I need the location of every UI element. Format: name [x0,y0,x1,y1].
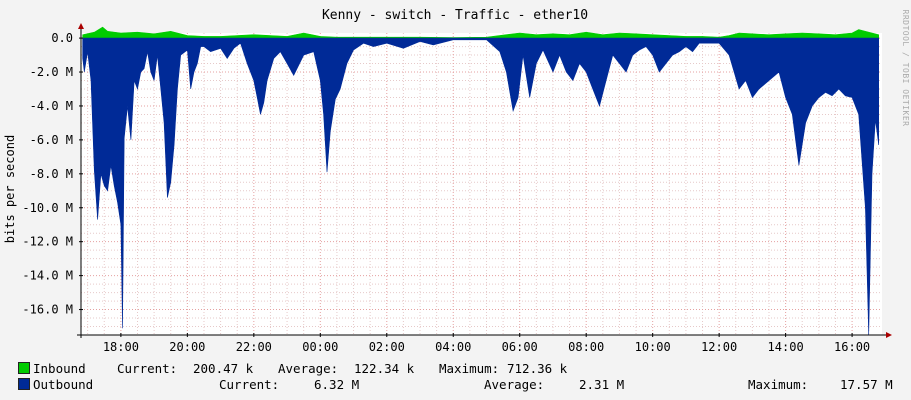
inbound-current-label: Current: [117,361,178,376]
outbound-average-label: Average: [484,377,545,392]
x-axis-arrow [886,332,892,338]
x-tick-label: 16:00 [834,340,870,354]
y-tick-label: -10.0 M [22,201,73,215]
outbound-swatch [18,378,30,390]
outbound-current-value: 6.32 M [314,377,360,392]
y-tick-label: -4.0 M [30,99,73,113]
x-tick-label: 10:00 [635,340,671,354]
outbound-current-label: Current: [219,377,280,392]
x-tick-label: 00:00 [302,340,338,354]
inbound-maximum-value: 712.36 k [507,361,568,376]
outbound-maximum-label: Maximum: [748,377,809,392]
x-tick-label: 06:00 [502,340,538,354]
x-tick-label: 20:00 [169,340,205,354]
y-axis-arrow [78,23,84,29]
x-tick-label: 22:00 [236,340,272,354]
x-tick-label: 12:00 [701,340,737,354]
series-area-outbound [82,37,879,336]
y-tick-label: -6.0 M [30,133,73,147]
y-tick-label: -12.0 M [22,235,73,249]
y-tick-label: 0.0 [51,31,73,45]
inbound-swatch [18,362,30,374]
x-tick-label: 04:00 [435,340,471,354]
outbound-legend-name: Outbound [33,377,94,392]
inbound-average-value: 122.34 k [354,361,415,376]
x-tick-label: 14:00 [768,340,804,354]
inbound-maximum-label: Maximum: [439,361,500,376]
x-tick-label: 08:00 [568,340,604,354]
side-credit-text: RRDTOOL / TOBI OETIKER [901,10,910,127]
legend-inbound: Inbound Current: 200.47 k Average: 122.3… [18,361,898,376]
inbound-current-value: 200.47 k [193,361,254,376]
chart-title: Kenny - switch - Traffic - ether10 [322,8,588,23]
y-tick-label: -16.0 M [22,303,73,317]
outbound-average-value: 2.31 M [579,377,625,392]
x-tick-label: 02:00 [369,340,405,354]
series-area-inbound [82,26,879,39]
inbound-legend-name: Inbound [33,361,86,376]
outbound-maximum-value: 17.57 M [840,377,893,392]
y-tick-label: -14.0 M [22,269,73,283]
y-tick-label: -2.0 M [30,65,73,79]
inbound-average-label: Average: [278,361,339,376]
y-axis-label: bits per second [3,135,17,243]
x-tick-label: 18:00 [103,340,139,354]
legend-outbound: Outbound Current: 6.32 M Average: 2.31 M… [18,377,898,392]
y-tick-label: -8.0 M [30,167,73,181]
